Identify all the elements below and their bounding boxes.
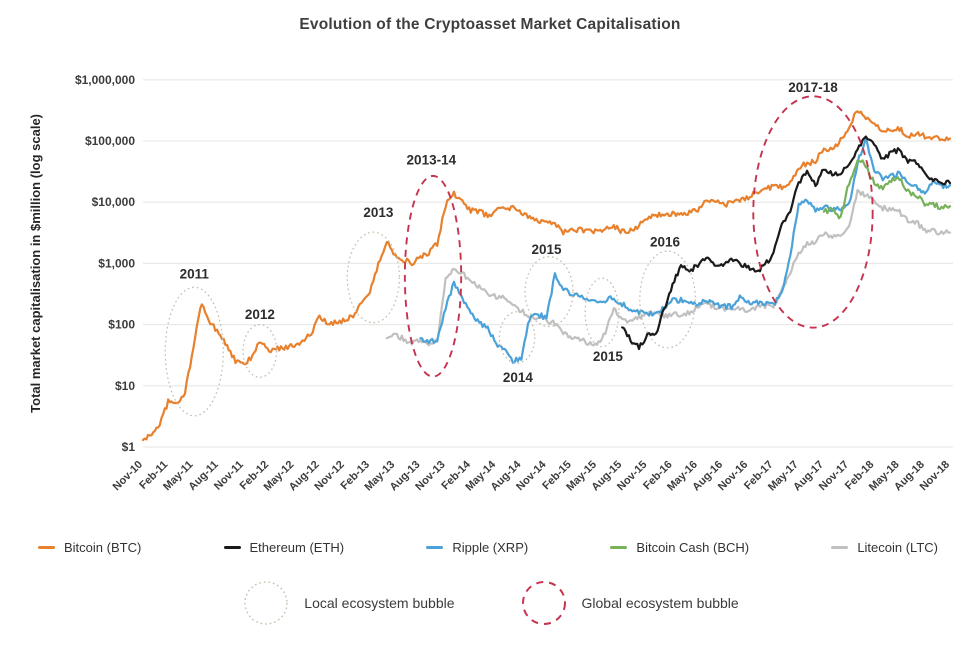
btc-line-swatch-icon [38,546,55,549]
legend-label-eth: Ethereum (ETH) [249,540,345,555]
svg-text:2015: 2015 [593,349,624,364]
svg-text:2014: 2014 [503,370,534,385]
legend-item-eth: Ethereum (ETH) [223,540,345,555]
bubble-legend: Local ecosystem bubble Global ecosystem … [0,578,980,628]
legend-item-bch: Bitcoin Cash (BCH) [610,540,749,555]
legend-item-ltc: Litecoin (LTC) [831,540,938,555]
local-bubble-circle-icon [244,581,288,625]
svg-text:2017-18: 2017-18 [788,80,838,95]
svg-text:$1: $1 [122,440,136,454]
svg-text:Nov-10: Nov-10 [111,459,145,493]
legend-label-xrp: Ripple (XRP) [452,540,529,555]
svg-text:$100,000: $100,000 [85,134,135,148]
legend-item-xrp: Ripple (XRP) [426,540,528,555]
ltc-line-swatch-icon [831,546,849,549]
svg-text:$1,000: $1,000 [98,256,135,270]
svg-text:2011: 2011 [180,266,210,281]
market-cap-chart: $1 $10 $100 $1,000 $10,000 $100,000 $1,000,000… [28,73,953,493]
svg-text:$100: $100 [108,318,135,332]
global-bubble-circle-icon [521,581,566,625]
bch-line-swatch-icon [610,546,628,549]
legend-label-bch: Bitcoin Cash (BCH) [636,540,750,555]
series-legend: Bitcoin (BTC) Ethereum (ETH) Ripple (XRP… [0,540,980,555]
svg-text:2013-14: 2013-14 [407,153,457,168]
legend-item-global-bubble: Global ecosystem bubble [519,578,739,628]
legend-label-btc: Bitcoin (BTC) [64,540,142,555]
eth-line-swatch-icon [223,546,241,549]
svg-text:2013: 2013 [363,205,394,220]
svg-text:$10: $10 [115,379,135,393]
svg-text:2015: 2015 [531,242,562,257]
chart-area: $1 $10 $100 $1,000 $10,000 $100,000 $1,000,000… [0,55,980,535]
svg-text:$10,000: $10,000 [92,195,136,209]
legend-label-ltc: Litecoin (LTC) [857,540,938,555]
legend-label-local-bubble: Local ecosystem bubble [304,595,455,611]
legend-item-btc: Bitcoin (BTC) [38,540,141,555]
svg-text:2016: 2016 [650,235,681,250]
chart-title: Evolution of the Cryptoasset Market Capi… [299,16,681,33]
svg-text:$1,000,000: $1,000,000 [75,73,135,87]
legend-item-local-bubble: Local ecosystem bubble [241,578,455,628]
xrp-line-swatch-icon [426,546,444,549]
svg-text:2012: 2012 [245,307,275,322]
legend-label-global-bubble: Global ecosystem bubble [581,595,739,611]
svg-text:Total market capitalisation in: Total market capitalisation in $million … [28,114,43,413]
